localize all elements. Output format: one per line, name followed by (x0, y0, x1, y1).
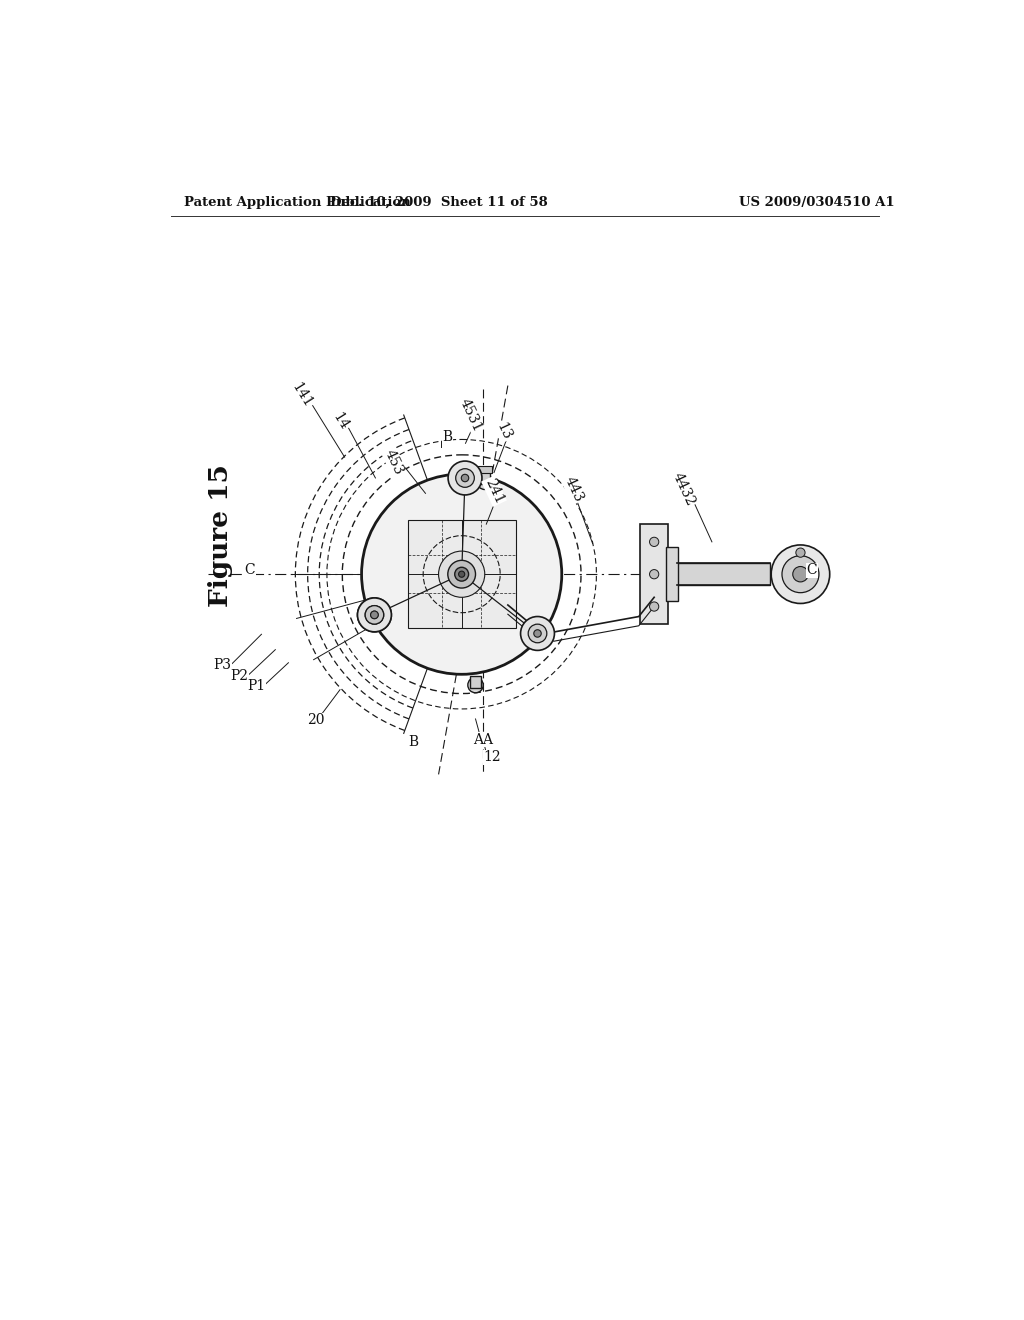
Text: C: C (245, 564, 255, 577)
Circle shape (371, 611, 378, 619)
Text: 4531: 4531 (457, 396, 484, 434)
Circle shape (455, 568, 469, 581)
Text: 141: 141 (289, 380, 314, 411)
Text: P1: P1 (248, 678, 265, 693)
Text: B: B (442, 430, 453, 444)
Circle shape (649, 537, 658, 546)
Text: 20: 20 (306, 714, 325, 727)
Circle shape (796, 548, 805, 557)
Text: 12: 12 (483, 751, 501, 764)
Circle shape (357, 598, 391, 632)
Bar (408, 520, 515, 628)
Text: 443: 443 (561, 474, 586, 504)
Circle shape (456, 469, 474, 487)
Circle shape (528, 624, 547, 643)
Text: 241: 241 (482, 477, 506, 506)
Circle shape (361, 474, 562, 675)
Circle shape (357, 598, 391, 632)
Text: AA: AA (473, 733, 494, 747)
Circle shape (438, 552, 484, 597)
Circle shape (782, 556, 819, 593)
Circle shape (461, 474, 469, 482)
Circle shape (771, 545, 829, 603)
Circle shape (366, 606, 384, 624)
Text: 453: 453 (382, 447, 406, 478)
Circle shape (520, 616, 554, 651)
Text: P2: P2 (230, 669, 249, 682)
Bar (479, 470, 490, 484)
Text: 13: 13 (494, 421, 514, 442)
Bar (677, 564, 770, 585)
Circle shape (534, 630, 542, 638)
Circle shape (366, 606, 384, 624)
Text: B: B (409, 735, 419, 748)
Bar (470, 676, 481, 688)
Circle shape (649, 602, 658, 611)
Text: Patent Application Publication: Patent Application Publication (184, 195, 412, 209)
Circle shape (477, 474, 493, 490)
Text: C: C (807, 564, 817, 577)
Circle shape (459, 572, 465, 577)
Circle shape (449, 461, 482, 495)
Circle shape (447, 560, 475, 589)
Bar (640, 524, 668, 624)
Text: Figure 15: Figure 15 (208, 465, 233, 607)
Text: 14: 14 (330, 411, 350, 433)
Bar (667, 548, 678, 601)
Circle shape (793, 566, 808, 582)
Text: P3: P3 (214, 659, 231, 672)
Circle shape (649, 570, 658, 579)
Bar (477, 466, 493, 473)
Circle shape (371, 611, 378, 619)
Circle shape (468, 677, 483, 693)
Text: US 2009/0304510 A1: US 2009/0304510 A1 (739, 195, 895, 209)
Text: 4432: 4432 (670, 470, 697, 508)
Text: Dec. 10, 2009  Sheet 11 of 58: Dec. 10, 2009 Sheet 11 of 58 (330, 195, 548, 209)
